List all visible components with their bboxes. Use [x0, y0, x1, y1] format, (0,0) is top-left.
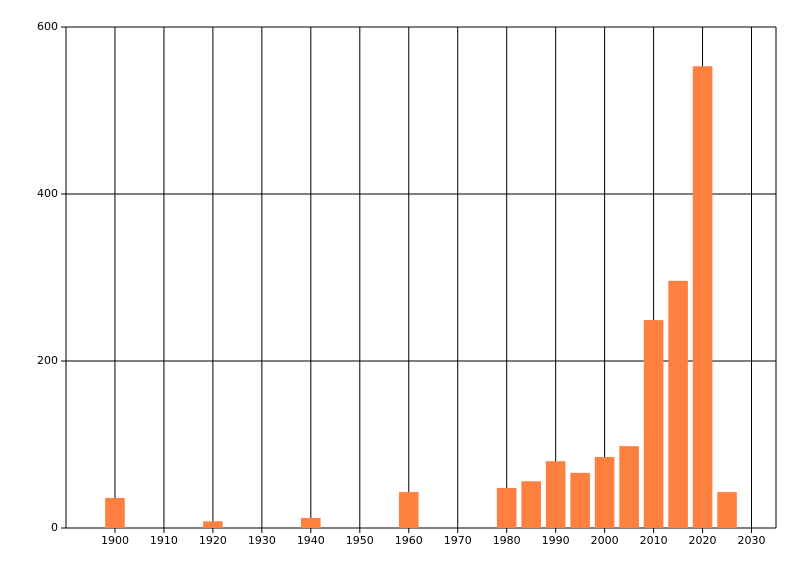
- bar: [301, 517, 321, 528]
- x-tick-label: 1930: [248, 534, 276, 547]
- x-tick-label: 1920: [199, 534, 227, 547]
- bar: [594, 457, 615, 528]
- x-tick-label: 1900: [101, 534, 129, 547]
- x-tick-label: 2000: [591, 534, 619, 547]
- x-tick-label: 1940: [297, 534, 325, 547]
- bar: [496, 487, 517, 528]
- y-tick-label: 0: [51, 521, 58, 534]
- x-tick-label: 1950: [346, 534, 374, 547]
- x-tick-label: 1910: [150, 534, 178, 547]
- y-tick-label: 600: [37, 20, 58, 33]
- bar: [105, 497, 125, 528]
- bar: [643, 320, 664, 528]
- bar: [398, 492, 419, 528]
- bar: [668, 280, 688, 528]
- x-tick-label: 2030: [738, 534, 766, 547]
- bar: [692, 66, 713, 529]
- x-tick-label: 1990: [542, 534, 570, 547]
- bar: [521, 481, 541, 528]
- bar: [717, 492, 737, 528]
- bar: [570, 472, 590, 528]
- x-tick-label: 1970: [444, 534, 472, 547]
- bar: [203, 521, 223, 528]
- x-tick-label: 1980: [493, 534, 521, 547]
- x-tick-label: 1960: [395, 534, 423, 547]
- y-tick-label: 400: [37, 187, 58, 200]
- x-tick-label: 2020: [689, 534, 717, 547]
- bar: [545, 461, 566, 528]
- bar: [619, 446, 639, 528]
- x-tick-label: 2010: [640, 534, 668, 547]
- y-tick-label: 200: [37, 354, 58, 367]
